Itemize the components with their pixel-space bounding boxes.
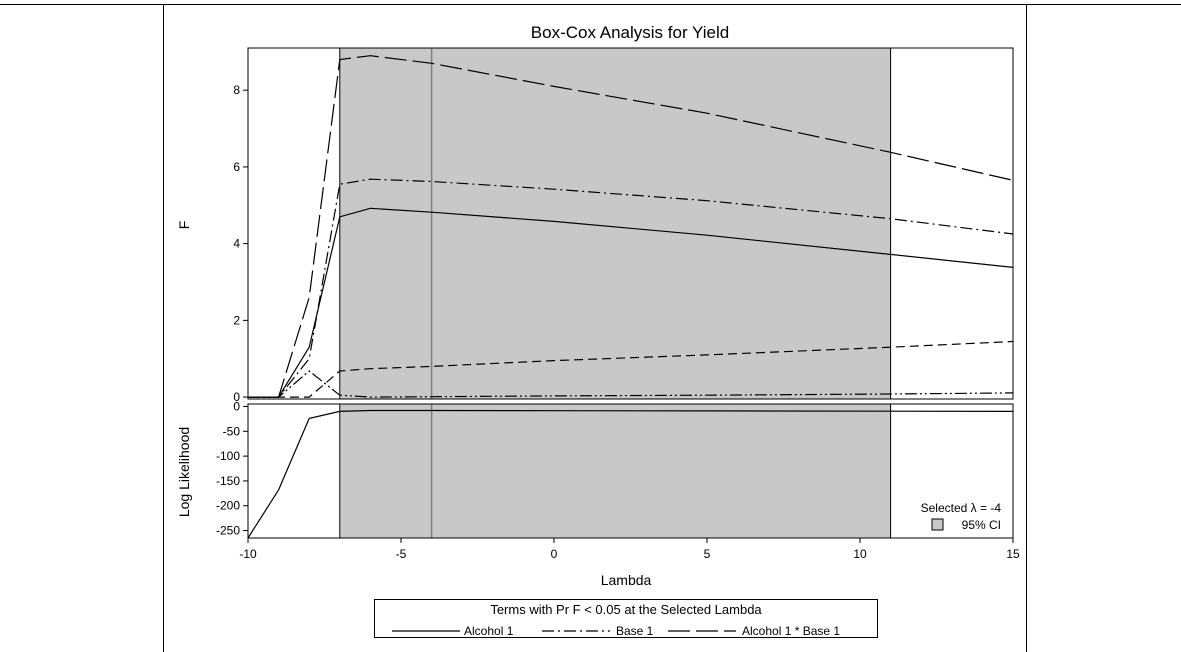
- series-line-0-0: [248, 207, 1014, 398]
- legend-label-alcohol-base: Alcohol 1 * Base 1: [742, 624, 840, 638]
- y-tick-label: 0: [233, 390, 240, 404]
- x-tick-label: 15: [1006, 547, 1020, 561]
- legend-title: Terms with Pr F < 0.05 at the Selected L…: [490, 602, 762, 617]
- y-tick-label: 4: [233, 237, 240, 251]
- ll-axis-label: Log Likelihood: [176, 427, 192, 517]
- x-tick-label: -5: [396, 547, 407, 561]
- x-axis: -10 -5 0 5 10 15: [239, 538, 1020, 561]
- panel-frame: [247, 47, 1014, 400]
- series-line-0-1: [248, 178, 1014, 398]
- y-tick-label: 8: [233, 83, 240, 97]
- x-tick-label: 5: [704, 547, 711, 561]
- x-tick-label: 10: [853, 547, 867, 561]
- series-line-0-2: [248, 55, 1014, 398]
- y-tick-label: -50: [223, 424, 241, 438]
- selected-lambda-label: Selected λ = -4: [921, 501, 1002, 515]
- log-likelihood-panel: 0 -50 -100 -150 -200 -250: [216, 399, 1014, 539]
- ci-legend-swatch: [931, 518, 944, 531]
- series-line-1-0: [247, 409, 1014, 539]
- y-tick-label: -150: [216, 474, 240, 488]
- y-tick-label: -200: [216, 499, 240, 513]
- x-tick-label: -10: [239, 547, 257, 561]
- y-tick-label: 0: [233, 399, 240, 413]
- y-tick-label: 2: [233, 313, 240, 327]
- f-axis-label: F: [176, 221, 192, 230]
- x-axis-label: Lambda: [601, 572, 652, 588]
- series-legend: Terms with Pr F < 0.05 at the Selected L…: [374, 599, 878, 638]
- legend-label-base-1: Base 1: [616, 624, 654, 638]
- ci-band: [339, 403, 892, 539]
- panel-frame: [247, 403, 1014, 539]
- x-tick-label: 0: [551, 547, 558, 561]
- chart-title: Box-Cox Analysis for Yield: [531, 23, 729, 42]
- ci-band: [339, 47, 892, 400]
- series-line-0-4: [248, 370, 1014, 398]
- series-line-0-3: [248, 340, 1014, 398]
- f-panel: 0 2 4 6 8: [233, 47, 1014, 404]
- ci-legend-label: 95% CI: [962, 518, 1001, 532]
- legend-label-alcohol-1: Alcohol 1: [464, 624, 514, 638]
- y-tick-label: -250: [216, 524, 240, 538]
- y-tick-label: -100: [216, 449, 240, 463]
- y-tick-label: 6: [233, 160, 240, 174]
